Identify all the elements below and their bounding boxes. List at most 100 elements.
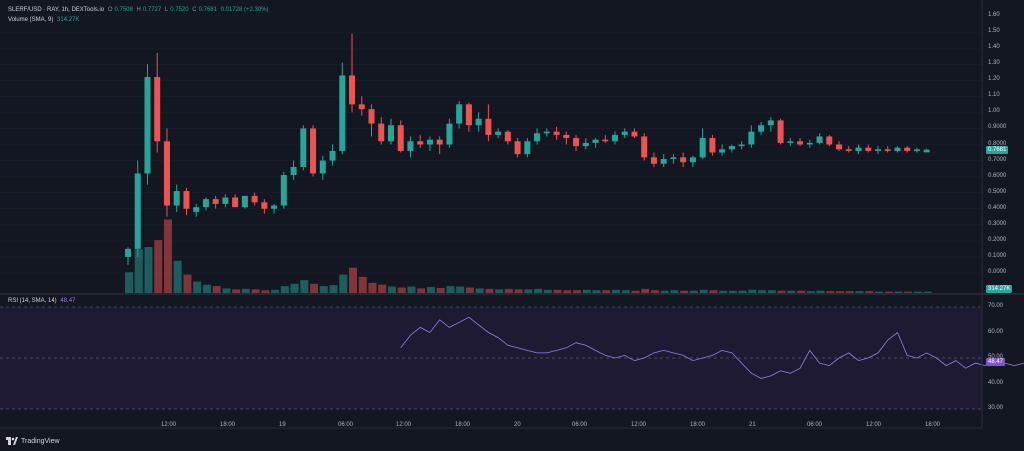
candle[interactable] xyxy=(144,64,151,185)
candle[interactable] xyxy=(426,136,433,151)
candle[interactable] xyxy=(222,194,229,208)
candle-body xyxy=(865,147,872,151)
candle[interactable] xyxy=(543,128,550,137)
candle[interactable] xyxy=(553,126,560,140)
candle[interactable] xyxy=(163,128,170,217)
tradingview-logo[interactable]: TradingView xyxy=(6,437,60,445)
candle[interactable] xyxy=(826,134,833,147)
candle-body xyxy=(670,157,677,159)
candle[interactable] xyxy=(621,128,628,139)
candle[interactable] xyxy=(631,128,638,139)
candle[interactable] xyxy=(349,33,356,113)
candle[interactable] xyxy=(816,133,823,145)
rsi-label[interactable]: RSI (14, SMA, 14) xyxy=(8,298,57,304)
candle[interactable] xyxy=(193,203,200,217)
candle[interactable] xyxy=(806,139,813,148)
candle[interactable] xyxy=(728,144,735,153)
candle[interactable] xyxy=(368,104,375,137)
candle[interactable] xyxy=(319,155,326,180)
candle[interactable] xyxy=(709,134,716,156)
candle[interactable] xyxy=(894,146,901,153)
candle[interactable] xyxy=(612,131,618,145)
candle[interactable] xyxy=(154,52,161,153)
candle[interactable] xyxy=(660,154,667,167)
candle[interactable] xyxy=(378,117,385,145)
candle[interactable] xyxy=(758,122,765,135)
candle[interactable] xyxy=(836,141,843,151)
candle[interactable] xyxy=(524,138,531,158)
candle[interactable] xyxy=(884,146,891,153)
candle[interactable] xyxy=(641,133,648,161)
candle[interactable] xyxy=(913,147,920,153)
candle[interactable] xyxy=(845,146,852,153)
volume-bar xyxy=(612,289,620,293)
candle-body xyxy=(563,134,570,139)
candle[interactable] xyxy=(923,148,930,153)
candle[interactable] xyxy=(592,138,599,148)
candle[interactable] xyxy=(874,146,881,155)
candle-body xyxy=(836,144,843,150)
candle[interactable] xyxy=(582,138,589,150)
candle[interactable] xyxy=(300,125,307,171)
volume-bar xyxy=(300,280,309,293)
candle[interactable] xyxy=(387,118,394,145)
candle[interactable] xyxy=(865,144,872,153)
candle[interactable] xyxy=(339,62,346,155)
candle[interactable] xyxy=(465,102,472,132)
candle[interactable] xyxy=(456,101,463,129)
candle[interactable] xyxy=(241,195,248,209)
candle[interactable] xyxy=(485,104,492,142)
candle[interactable] xyxy=(573,134,580,151)
candle[interactable] xyxy=(650,152,657,167)
candle[interactable] xyxy=(407,136,414,158)
candle[interactable] xyxy=(446,118,453,148)
candle[interactable] xyxy=(475,112,482,132)
candle-body xyxy=(923,149,930,153)
candle[interactable] xyxy=(495,128,502,139)
candle[interactable] xyxy=(329,144,336,166)
candle[interactable] xyxy=(173,184,180,212)
candle[interactable] xyxy=(310,125,317,177)
candle[interactable] xyxy=(183,187,190,216)
candle[interactable] xyxy=(680,152,687,167)
candle[interactable] xyxy=(358,96,365,116)
candle[interactable] xyxy=(202,197,209,211)
candle[interactable] xyxy=(397,120,404,153)
candle-body xyxy=(904,147,911,151)
candle[interactable] xyxy=(777,118,784,145)
candle[interactable] xyxy=(699,128,706,159)
candle[interactable] xyxy=(787,138,794,147)
candle[interactable] xyxy=(280,171,287,209)
candle-body xyxy=(719,149,726,153)
candle[interactable] xyxy=(261,199,268,214)
candle[interactable] xyxy=(232,194,239,208)
candle[interactable] xyxy=(251,192,258,206)
candle[interactable] xyxy=(436,136,443,155)
candle[interactable] xyxy=(738,141,745,150)
symbol-title[interactable]: SLERF/USD · RAY, 1h, DEXTools.io xyxy=(8,7,105,13)
candle[interactable] xyxy=(534,128,541,145)
volume-label[interactable]: Volume (SMA, 9) xyxy=(8,17,54,23)
candle[interactable] xyxy=(748,125,755,148)
candle[interactable] xyxy=(797,138,804,147)
candle[interactable] xyxy=(563,131,570,145)
candle[interactable] xyxy=(417,134,424,148)
candle[interactable] xyxy=(271,203,278,214)
candle[interactable] xyxy=(904,146,911,153)
candlestick-series[interactable] xyxy=(125,33,930,265)
volume-bar xyxy=(553,289,562,293)
candle[interactable] xyxy=(670,154,677,164)
candle[interactable] xyxy=(134,160,141,257)
candle[interactable] xyxy=(212,195,219,209)
candle[interactable] xyxy=(719,144,726,156)
candle[interactable] xyxy=(514,138,521,158)
candle[interactable] xyxy=(125,247,131,265)
candle[interactable] xyxy=(602,134,609,143)
candle[interactable] xyxy=(855,144,862,155)
candle[interactable] xyxy=(689,155,696,167)
volume-bar xyxy=(797,290,806,293)
candle[interactable] xyxy=(290,160,297,180)
candle[interactable] xyxy=(504,130,511,145)
candle[interactable] xyxy=(767,117,774,132)
